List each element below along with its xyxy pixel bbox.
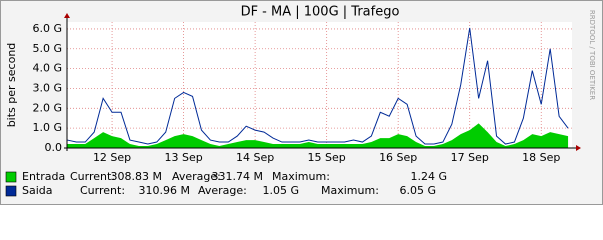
y-tick-label: 2.0 G: [32, 101, 62, 114]
stat-value: 308.83 M: [111, 170, 162, 183]
y-tick-label: 1.0 G: [32, 121, 62, 134]
chart: DF - MA | 100G | Trafego bits per second…: [0, 0, 603, 205]
y-axis-arrow: [64, 13, 70, 18]
chart-title: DF - MA | 100G | Trafego: [241, 5, 400, 20]
x-tick-label: 16 Sep: [379, 151, 417, 164]
x-tick-label: 13 Sep: [164, 151, 202, 164]
stat-label: Average:: [198, 184, 247, 197]
x-tick-label: 17 Sep: [451, 151, 489, 164]
y-tick-label: 5.0 G: [32, 42, 62, 55]
stat-label: Maximum:: [272, 170, 330, 183]
x-tick-label: 14 Sep: [236, 151, 274, 164]
x-tick-label: 18 Sep: [522, 151, 560, 164]
area: [67, 123, 569, 148]
stat-value: 1.24 G: [410, 170, 447, 183]
y-axis-label: bits per second: [5, 43, 18, 128]
stat-label: Maximum:: [321, 184, 379, 197]
stat-label: Current:: [80, 184, 125, 197]
stat-value: 1.05 G: [262, 184, 299, 197]
stat-label: Current:: [70, 170, 115, 183]
x-tick-label: 12 Sep: [93, 151, 131, 164]
y-tick-label: 4.0 G: [32, 62, 62, 75]
legend-label: Saida: [22, 184, 53, 197]
legend-swatch: [5, 171, 17, 183]
line: [67, 27, 569, 145]
y-tick-label: 0.0: [45, 141, 63, 154]
stat-value: 331.74 M: [212, 170, 263, 183]
stat-value: 310.96 M: [139, 184, 190, 197]
stat-value: 6.05 G: [399, 184, 436, 197]
watermark: RRDTOOL / TOBI OETIKER: [588, 10, 596, 100]
x-axis-arrow: [576, 145, 581, 151]
y-tick-label: 3.0 G: [32, 81, 62, 94]
legend-label: Entrada: [22, 170, 65, 183]
y-tick-label: 6.0 G: [32, 22, 62, 35]
legend-swatch: [5, 185, 17, 197]
plot-area: [67, 22, 572, 148]
x-tick-label: 15 Sep: [308, 151, 346, 164]
stat-label: Average:: [172, 170, 221, 183]
